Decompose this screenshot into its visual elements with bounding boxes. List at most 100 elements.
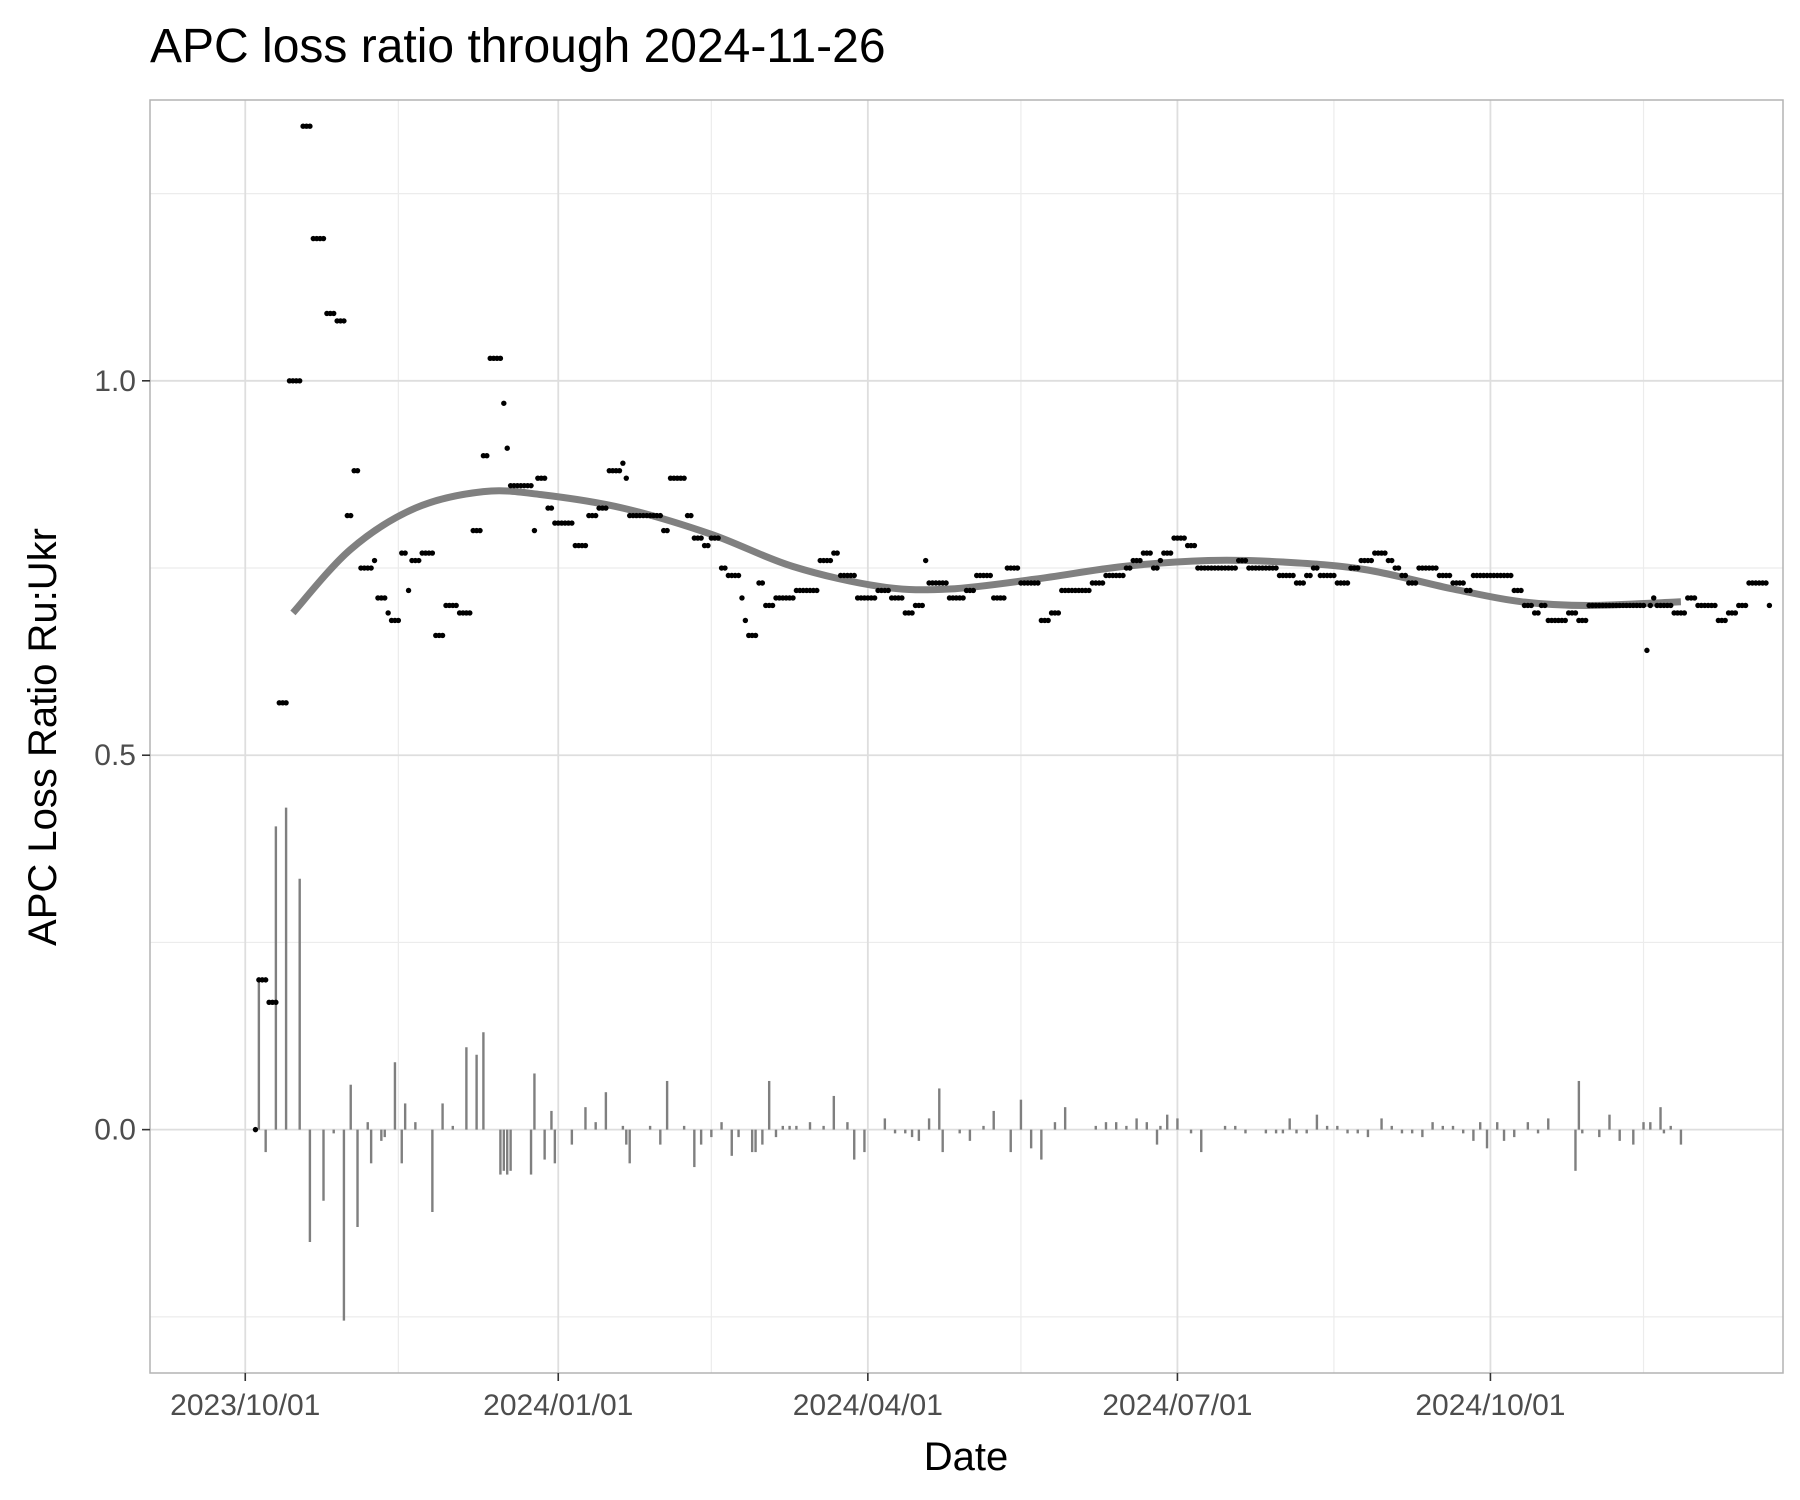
ratio-point (698, 535, 704, 541)
ratio-point (1640, 602, 1647, 609)
ratio-point (385, 610, 391, 616)
ratio-point (1651, 595, 1657, 601)
ratio-point (1055, 610, 1062, 616)
x-tick-label: 2024/01/01 (483, 1389, 633, 1422)
smoothed-trend-line (290, 487, 1682, 616)
chart-title: APC loss ratio through 2024-11-26 (150, 20, 886, 73)
ratio-point (1518, 587, 1524, 594)
ratio-point (283, 700, 289, 706)
ratio-point (395, 617, 402, 624)
ratio-point (416, 557, 422, 564)
ratio-point (371, 557, 378, 564)
x-axis-ticks: 2023/10/01 2024/01/01 2024/04/01 2024/07/01… (170, 1373, 1565, 1422)
ratio-point (592, 512, 599, 519)
ratio-point (1191, 542, 1198, 549)
x-tick-label: 2024/07/01 (1102, 1389, 1252, 1422)
ratio-point (528, 482, 534, 489)
ratio-point (501, 400, 507, 406)
daily-ratio-points (252, 123, 1773, 1133)
ratio-point (909, 610, 915, 616)
ratio-point (1395, 565, 1402, 571)
ratio-point (1086, 587, 1092, 594)
ratio-point (1446, 572, 1453, 579)
ratio-point (296, 378, 303, 384)
ratio-point (943, 580, 949, 586)
ratio-point (402, 550, 408, 556)
ratio-point (1314, 565, 1320, 571)
ratio-point (1307, 572, 1313, 579)
ratio-point (759, 580, 766, 586)
ratio-point (504, 445, 510, 451)
ratio-point (1412, 580, 1419, 586)
ratio-point (922, 557, 929, 564)
ratio-point (851, 572, 857, 579)
ratio-point (681, 475, 687, 481)
ratio-point (603, 505, 609, 511)
ratio-point (790, 595, 796, 601)
ratio-point (688, 512, 694, 519)
ratio-point (834, 550, 840, 556)
ratio-point (1732, 610, 1739, 616)
ratio-point (1127, 565, 1133, 571)
ratio-point (1273, 565, 1279, 571)
ratio-point (1120, 572, 1126, 579)
ratio-point (715, 535, 721, 541)
ratio-point (705, 542, 711, 549)
y-tick-label: 0.5 (94, 739, 136, 772)
ratio-point (616, 467, 623, 474)
ratio-point (1001, 595, 1007, 601)
ratio-point (1344, 580, 1351, 586)
ratio-point (1402, 572, 1409, 579)
ratio-point (1742, 602, 1749, 609)
ratio-point (1508, 572, 1514, 579)
y-axis-ticks: 0.0 0.5 1.0 (94, 365, 150, 1147)
y-tick-label: 0.0 (94, 1114, 136, 1147)
ratio-point (1242, 557, 1249, 564)
ratio-point (1582, 617, 1589, 624)
ratio-point (1668, 602, 1674, 609)
ratio-point (1433, 565, 1439, 571)
ratio-point (1542, 602, 1548, 609)
ratio-point (252, 1126, 259, 1133)
ratio-point (548, 505, 555, 511)
ratio-point (405, 587, 412, 594)
ratio-point (1460, 580, 1466, 586)
ratio-point (382, 595, 388, 601)
ratio-point (664, 527, 670, 534)
ratio-point (1722, 617, 1728, 624)
ratio-point (429, 550, 436, 556)
ratio-point (307, 123, 313, 129)
ratio-point (354, 467, 361, 474)
ratio-point (467, 610, 473, 616)
ratio-point (1562, 617, 1568, 624)
ratio-point (1167, 550, 1174, 556)
ratio-point (899, 595, 905, 601)
ratio-point (341, 318, 347, 324)
ratio-point (348, 512, 354, 519)
ratio-point (541, 475, 548, 481)
ratio-point (1181, 535, 1187, 541)
ratio-point (657, 512, 664, 519)
ratio-point (722, 565, 728, 571)
ratio-point (1528, 602, 1534, 609)
ratio-point (1300, 580, 1307, 586)
y-axis-title: APC Loss Ratio Ru:Ukr (21, 528, 65, 946)
panel-border (149, 99, 1784, 1374)
x-tick-label: 2024/04/01 (793, 1389, 943, 1422)
minor-gridlines (150, 100, 1783, 1373)
ratio-point (368, 565, 374, 571)
ratio-point (739, 595, 745, 601)
x-tick-label: 2023/10/01 (170, 1389, 320, 1422)
ratio-point (960, 595, 966, 601)
ratio-point (1691, 595, 1698, 601)
ratio-point (273, 999, 279, 1006)
ratio-point (919, 602, 925, 609)
ratio-point (569, 520, 575, 526)
ratio-point (1644, 647, 1650, 654)
ratio-point (742, 617, 749, 624)
x-tick-label: 2024/10/01 (1415, 1389, 1565, 1422)
ratio-point (1572, 610, 1579, 616)
ratio-point (1045, 617, 1051, 624)
ratio-point (1382, 550, 1388, 556)
